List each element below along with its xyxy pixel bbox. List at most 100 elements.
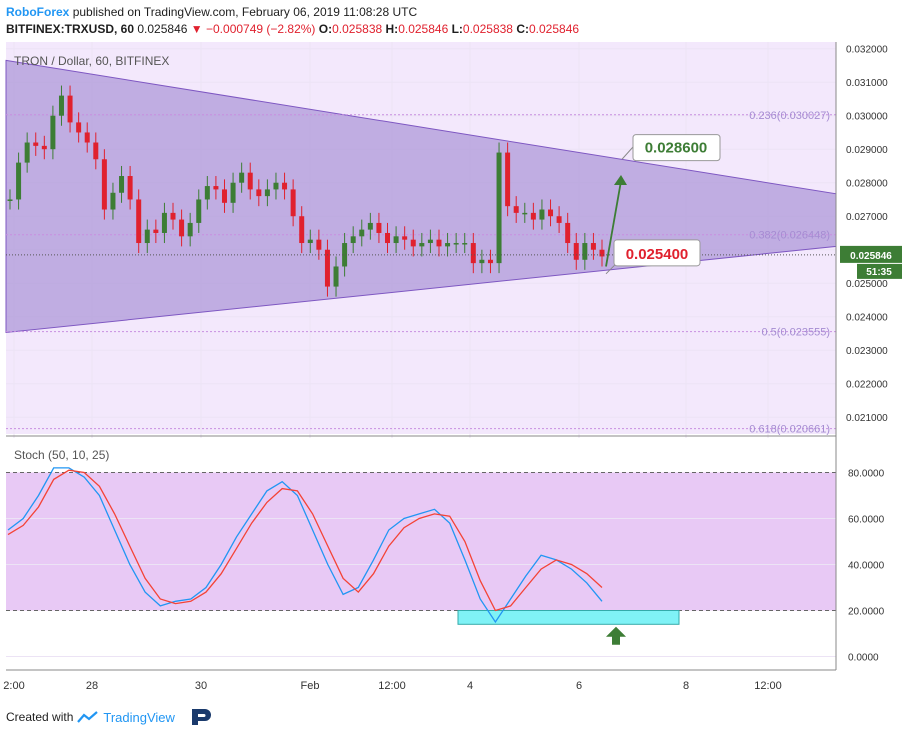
author-name[interactable]: RoboForex <box>6 5 70 19</box>
forecast-annotations: 0.028600 0.025400 <box>605 134 721 275</box>
low-value: 0.025838 <box>462 22 513 36</box>
candle-body <box>299 216 305 244</box>
candle-body <box>101 159 107 210</box>
candle-body <box>41 145 47 150</box>
tradingview-brand[interactable]: TradingView <box>103 709 175 725</box>
candle-body <box>307 239 313 244</box>
fib-label: 0.618(0.020661) <box>749 424 830 436</box>
price-tick-label: 0.025000 <box>846 279 888 290</box>
price-tick-label: 0.030000 <box>846 112 888 123</box>
price-tick-label: 0.028000 <box>846 179 888 190</box>
candle-body <box>144 229 150 244</box>
price-tag-bg <box>840 245 902 263</box>
target-down-label: 0.025400 <box>626 246 689 263</box>
candle-body <box>333 266 339 287</box>
price-axis[interactable]: 0.032000 0.031000 0.030000 0.029000 0.028000… <box>846 45 888 425</box>
candle-body <box>590 243 596 250</box>
price-tag-value: 0.025846 <box>850 251 892 262</box>
candle-body <box>110 192 116 210</box>
candle-body <box>84 132 90 143</box>
time-tick-label: 12:00 <box>754 680 782 692</box>
roboforex-logo-icon <box>191 709 211 725</box>
candle-body <box>290 189 296 217</box>
candle-body <box>599 249 605 257</box>
candle-body <box>350 236 356 244</box>
time-tick-label: 4 <box>467 680 473 692</box>
candle-body <box>196 199 202 223</box>
close-value: 0.025846 <box>529 22 580 36</box>
candle-body <box>221 189 227 203</box>
down-arrow-icon: ▼ <box>190 22 203 36</box>
target-down-box <box>613 239 701 267</box>
candle-body <box>453 243 459 245</box>
candle-body <box>530 212 536 220</box>
candle-body <box>539 209 545 220</box>
current-price-tag: 0.025846 51:35 <box>840 245 902 279</box>
candle-body <box>479 259 485 264</box>
candle-body <box>136 199 142 244</box>
price-tick-label: 0.023000 <box>846 346 888 357</box>
high-label: H: <box>385 22 399 36</box>
time-tick-label: 28 <box>86 680 98 692</box>
symbol-label: BITFINEX:TRXUSD, 60 <box>6 22 135 36</box>
price-tick-label: 0.021000 <box>846 413 888 424</box>
candle-body <box>239 172 245 183</box>
high-value: 0.025846 <box>398 22 449 36</box>
price-tick-label: 0.022000 <box>846 380 888 391</box>
candle-body <box>548 209 554 217</box>
countdown-bg <box>857 263 902 279</box>
candle-body <box>256 189 262 197</box>
candle-body <box>462 243 468 245</box>
price-tick-label: 0.029000 <box>846 145 888 156</box>
candle-body <box>93 142 99 160</box>
time-tick-label: 8 <box>683 680 689 692</box>
stoch-k-line <box>7 467 603 624</box>
candle-body <box>213 186 219 190</box>
stoch-tick-label: 80.0000 <box>848 469 885 480</box>
candle-body <box>58 95 64 116</box>
candle-body <box>76 122 82 133</box>
main-pane-title: TRON / Dollar, 60, BITFINEX <box>14 54 169 68</box>
stoch-tick-label: 60.0000 <box>848 515 885 526</box>
stoch-tick-label: 0.0000 <box>848 653 879 664</box>
candle-body <box>24 142 30 163</box>
stoch-axis[interactable]: 80.0000 60.0000 40.0000 20.0000 0.0000 <box>848 469 885 664</box>
stoch-tick-label: 20.0000 <box>848 607 885 618</box>
candle-body <box>230 182 236 203</box>
candle-body <box>436 239 442 247</box>
candle-body <box>385 232 391 244</box>
price-tick-label: 0.031000 <box>846 78 888 89</box>
open-value: 0.025838 <box>332 22 383 36</box>
candle-body <box>161 212 167 233</box>
candle-body <box>127 176 133 200</box>
candle-body <box>367 222 373 230</box>
up-arrow-icon <box>606 626 626 645</box>
candle-body <box>445 243 451 247</box>
candle-body <box>204 186 210 200</box>
support-box <box>457 610 680 625</box>
candle-body <box>556 216 562 223</box>
time-tick-label: 12:00 <box>378 680 406 692</box>
candle-body <box>67 95 73 123</box>
publish-line: RoboForex published on TradingView.com, … <box>6 5 417 19</box>
time-tick-label: 30 <box>195 680 207 692</box>
candle-body <box>470 243 476 264</box>
candle-body <box>324 249 330 287</box>
candle-body <box>496 152 502 264</box>
fib-label: 0.5(0.023555) <box>762 327 831 339</box>
candle-body <box>505 152 511 207</box>
candle-body <box>487 259 493 264</box>
time-tick-label: Feb <box>301 680 320 692</box>
candle-body <box>522 212 528 215</box>
tradingview-logo-icon <box>77 711 99 723</box>
candle-body <box>247 172 253 190</box>
time-tick-label: 6 <box>576 680 582 692</box>
low-label: L: <box>451 22 463 36</box>
candle-body <box>565 222 571 244</box>
candle-body <box>427 239 433 244</box>
time-axis[interactable]: 2:00 28 30 Feb 12:00 4 6 8 12:00 <box>3 680 781 692</box>
footer: Created with TradingView <box>6 707 215 727</box>
forecast-arrowhead-icon <box>614 175 627 186</box>
candle-body <box>16 162 22 200</box>
